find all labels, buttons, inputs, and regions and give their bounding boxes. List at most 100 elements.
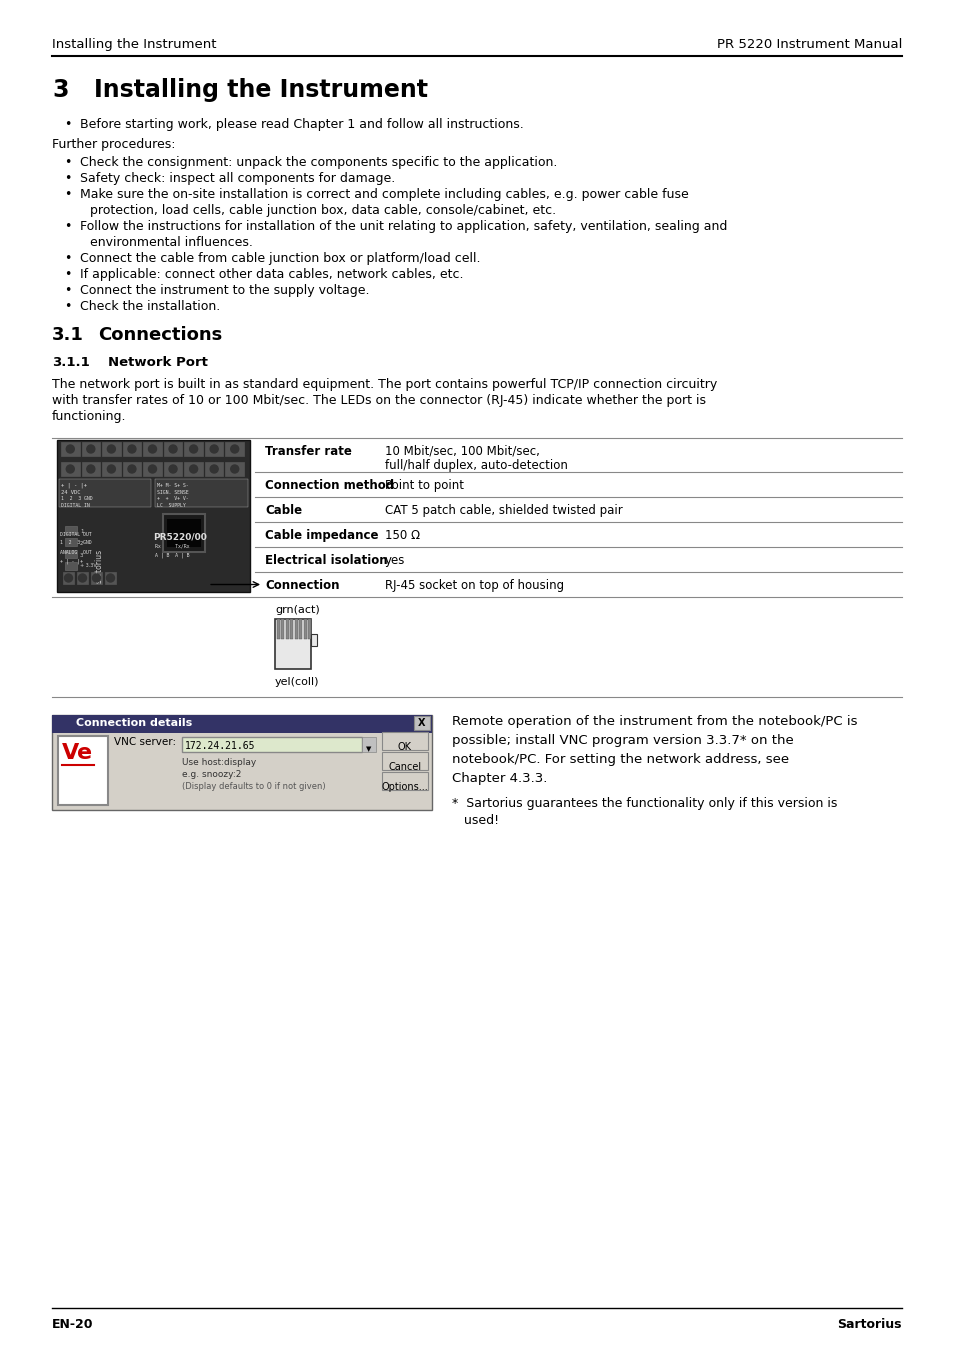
Circle shape — [128, 446, 135, 454]
Text: Before starting work, please read Chapter 1 and follow all instructions.: Before starting work, please read Chapte… — [80, 117, 523, 131]
Text: VNC server:: VNC server: — [113, 737, 176, 747]
Circle shape — [149, 446, 156, 454]
Text: LC  SUPPLY: LC SUPPLY — [157, 504, 186, 508]
Circle shape — [128, 464, 135, 472]
Text: used!: used! — [452, 814, 498, 828]
Text: Make sure the on-site installation is correct and complete including cables, e.g: Make sure the on-site installation is co… — [80, 188, 688, 201]
Bar — [57, 440, 250, 593]
Text: + 3.3V: + 3.3V — [80, 563, 96, 568]
Bar — [91, 572, 102, 585]
Circle shape — [190, 446, 197, 454]
Bar — [294, 620, 297, 639]
Bar — [225, 441, 244, 456]
Bar — [81, 462, 100, 477]
Text: •: • — [64, 157, 71, 169]
Text: Further procedures:: Further procedures: — [52, 138, 175, 151]
Bar — [308, 620, 312, 639]
Circle shape — [231, 464, 238, 472]
Text: Cable impedance: Cable impedance — [265, 529, 378, 541]
Text: e.g. snoozy:2: e.g. snoozy:2 — [182, 769, 241, 779]
Circle shape — [190, 464, 197, 472]
Bar — [184, 462, 203, 477]
Circle shape — [87, 464, 94, 472]
Text: 3.1: 3.1 — [52, 325, 84, 344]
Text: X: X — [417, 718, 425, 728]
Bar — [59, 479, 152, 508]
Bar — [182, 737, 361, 752]
Text: Ve: Ve — [62, 743, 93, 763]
Text: Rx     Tx/Rx: Rx Tx/Rx — [155, 544, 190, 549]
Bar — [65, 526, 77, 535]
Bar — [163, 514, 205, 552]
Text: 3.1.1: 3.1.1 — [52, 356, 90, 369]
Text: Chapter 4.3.3.: Chapter 4.3.3. — [452, 772, 547, 784]
Text: 1  2  3 GND: 1 2 3 GND — [60, 540, 91, 545]
Text: Connect the instrument to the supply voltage.: Connect the instrument to the supply vol… — [80, 284, 369, 297]
Text: 24 VDC: 24 VDC — [61, 490, 80, 495]
Text: The network port is built in as standard equipment. The port contains powerful T: The network port is built in as standard… — [52, 378, 717, 392]
Circle shape — [65, 574, 72, 582]
Circle shape — [210, 464, 218, 472]
Text: 2: 2 — [80, 541, 84, 545]
Text: full/half duplex, auto-detection: full/half duplex, auto-detection — [385, 459, 567, 472]
Text: functioning.: functioning. — [52, 410, 127, 423]
Text: yes: yes — [385, 554, 405, 567]
Text: Check the consignment: unpack the components specific to the application.: Check the consignment: unpack the compon… — [80, 157, 557, 169]
Circle shape — [107, 574, 114, 582]
Bar — [155, 479, 248, 508]
Bar — [299, 620, 302, 639]
Circle shape — [87, 446, 94, 454]
Bar — [65, 549, 77, 558]
Circle shape — [92, 574, 100, 582]
Bar — [65, 562, 77, 570]
Text: Sartorius: Sartorius — [837, 1318, 901, 1331]
Text: OK: OK — [397, 743, 412, 752]
Text: Connection: Connection — [265, 579, 339, 593]
Text: Cancel: Cancel — [388, 761, 421, 772]
Text: PR5220/00: PR5220/00 — [153, 532, 207, 541]
Bar — [65, 539, 77, 545]
Bar — [304, 620, 307, 639]
Text: Connections: Connections — [98, 325, 222, 344]
Text: CAT 5 patch cable, shielded twisted pair: CAT 5 patch cable, shielded twisted pair — [385, 504, 622, 517]
Text: DIGITAL IN: DIGITAL IN — [61, 504, 90, 508]
Bar — [102, 462, 120, 477]
Bar — [164, 462, 182, 477]
Text: *  Sartorius guarantees the functionality only if this version is: * Sartorius guarantees the functionality… — [452, 796, 837, 810]
Text: RJ-45 socket on top of housing: RJ-45 socket on top of housing — [385, 579, 563, 593]
Text: Connection details: Connection details — [76, 718, 193, 728]
Bar — [58, 736, 108, 805]
Bar — [276, 620, 280, 639]
Text: 10 Mbit/sec, 100 Mbit/sec,: 10 Mbit/sec, 100 Mbit/sec, — [385, 446, 539, 458]
Text: 4: 4 — [80, 574, 84, 579]
Text: 3: 3 — [52, 78, 69, 103]
Text: Installing the Instrument: Installing the Instrument — [94, 78, 428, 103]
Text: Safety check: inspect all components for damage.: Safety check: inspect all components for… — [80, 171, 395, 185]
Bar — [381, 732, 428, 751]
Bar — [205, 441, 223, 456]
Text: If applicable: connect other data cables, network cables, etc.: If applicable: connect other data cables… — [80, 269, 463, 281]
Circle shape — [231, 446, 238, 454]
Text: + | - |+: + | - |+ — [61, 483, 87, 489]
Bar — [61, 462, 79, 477]
Bar — [311, 634, 316, 647]
Bar — [63, 572, 74, 585]
Text: M+ M- S+ S-: M+ M- S+ S- — [157, 483, 189, 487]
Circle shape — [78, 574, 87, 582]
Circle shape — [66, 464, 74, 472]
Text: with transfer rates of 10 or 100 Mbit/sec. The LEDs on the connector (RJ-45) ind: with transfer rates of 10 or 100 Mbit/se… — [52, 394, 705, 406]
Bar — [61, 441, 79, 456]
Text: A | B  A | B: A | B A | B — [155, 552, 190, 558]
Bar — [381, 752, 428, 769]
Text: Follow the instructions for installation of the unit relating to application, sa: Follow the instructions for installation… — [80, 220, 726, 234]
Bar — [105, 572, 116, 585]
Text: ▼: ▼ — [366, 747, 372, 752]
Bar — [164, 441, 182, 456]
Text: Electrical isolation: Electrical isolation — [265, 554, 387, 567]
Text: + | - |+: + | - |+ — [60, 558, 83, 563]
Bar — [77, 572, 88, 585]
Text: Cable: Cable — [265, 504, 302, 517]
Text: Point to point: Point to point — [385, 479, 463, 491]
Text: Transfer rate: Transfer rate — [265, 446, 352, 458]
Bar — [52, 716, 432, 733]
